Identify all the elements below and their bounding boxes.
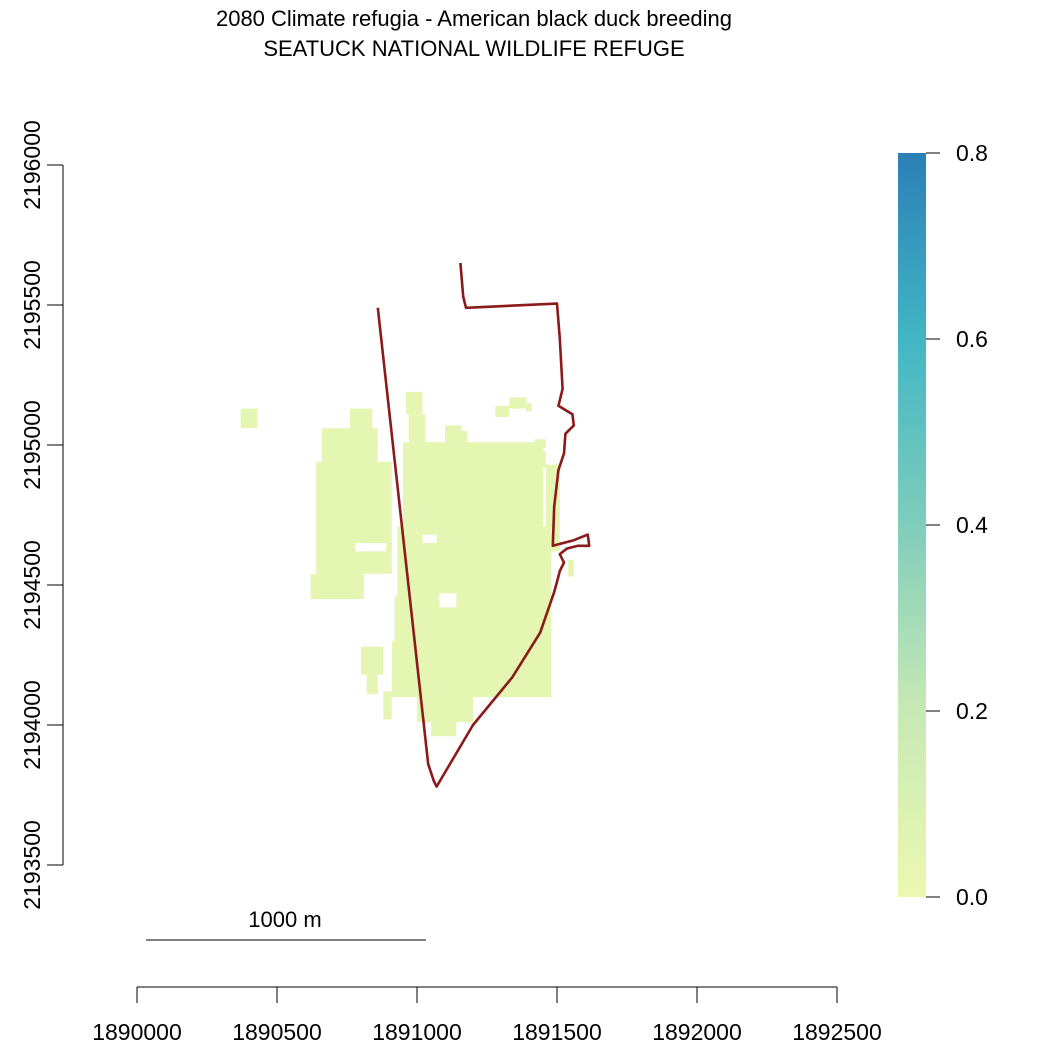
raster-layer [240,391,574,737]
raster-cell [459,431,468,443]
x-tick-label: 1890000 [92,1019,182,1045]
legend-tick-label: 0.8 [956,140,988,166]
raster-cell [515,450,527,459]
raster-cell [526,403,532,412]
legend-color-ramp [898,153,926,897]
raster-cell [349,408,373,429]
raster-hole [422,534,437,543]
color-legend: 0.0 0.2 0.4 0.6 0.8 [898,140,988,910]
raster-hole [439,593,457,608]
x-tick-label: 1892000 [652,1019,742,1045]
x-tick-label: 1892500 [792,1019,882,1045]
raster-cell [405,391,423,415]
refuge-boundary [376,262,591,788]
x-tick-label: 1891500 [512,1019,602,1045]
map-title-line-1: 2080 Climate refugia - American black du… [216,6,732,31]
raster-cell [383,691,392,720]
map-title-line-2: SEATUCK NATIONAL WILDLIFE REFUGE [263,36,684,61]
legend-tick-label: 0.0 [956,884,988,910]
y-tick-label: 2195500 [19,260,45,350]
raster-cell [495,405,510,417]
raster-hole [355,543,387,552]
x-tick-label: 1891000 [372,1019,462,1045]
raster-cell [534,439,546,448]
y-tick-label: 2194000 [19,680,45,770]
raster-cell [316,461,392,574]
y-axis: 2193500 2194000 2194500 2195000 2195500 … [19,120,64,910]
y-tick-label: 2195000 [19,400,45,490]
y-tick-label: 2194500 [19,540,45,630]
raster-cell [568,559,574,577]
legend-tick-label: 0.6 [956,326,988,352]
y-tick-label: 2193500 [19,820,45,910]
raster-cell [431,722,457,737]
x-axis: 1890000 1890500 1891000 1891500 1892000 … [92,986,882,1045]
raster-cell [397,526,552,597]
raster-cell [537,450,546,468]
y-tick-label: 2196000 [19,120,45,210]
raster-cell [366,674,378,695]
raster-cell [509,397,527,409]
raster-cell [417,697,473,723]
scale-bar: 1000 m [146,907,426,941]
raster-cell [394,596,552,641]
raster-cell [445,425,462,443]
x-tick-label: 1890500 [232,1019,322,1045]
raster-holes [355,534,457,608]
raster-cell [310,573,364,599]
legend-tick-label: 0.2 [956,698,988,724]
raster-cell [361,646,384,675]
legend-tick-label: 0.4 [956,512,988,538]
raster-cell [240,408,258,429]
raster-cell [408,414,426,443]
scale-bar-label: 1000 m [248,907,321,932]
raster-cell [321,428,378,462]
